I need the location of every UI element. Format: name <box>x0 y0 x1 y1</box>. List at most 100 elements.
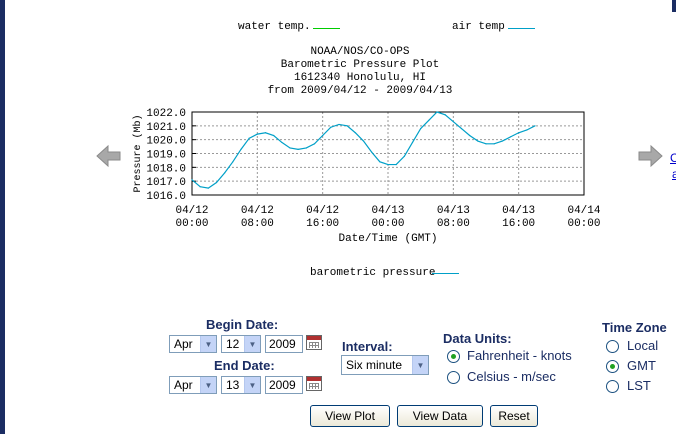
end-day-value: 13 <box>226 378 240 392</box>
side-link-1[interactable]: C <box>670 151 676 165</box>
data-point <box>191 179 193 181</box>
begin-month-select[interactable]: Apr ▼ <box>169 335 217 353</box>
tz-radio-2[interactable] <box>606 380 619 393</box>
data-point <box>436 111 438 113</box>
chevron-down-icon: ▼ <box>244 336 260 352</box>
data-point <box>485 143 487 145</box>
chevron-down-icon: ▼ <box>244 377 260 393</box>
data-point <box>395 163 397 166</box>
x-tick-label: 16:00 <box>306 218 339 230</box>
data-point <box>232 161 234 163</box>
x-tick-label: 04/12 <box>175 205 208 217</box>
data-point <box>379 161 381 163</box>
left-arrow-icon[interactable] <box>96 143 122 169</box>
data-point <box>256 133 258 135</box>
legend-air-label: air temp <box>452 21 505 33</box>
y-tick-label: 1022.0 <box>146 108 186 120</box>
y-tick-label: 1018.0 <box>146 163 186 175</box>
chevron-down-icon: ▼ <box>200 336 216 352</box>
y-tick-label: 1016.0 <box>146 191 186 203</box>
calendar-icon[interactable] <box>306 335 322 350</box>
data-point <box>452 121 454 123</box>
data-point <box>313 143 316 145</box>
data-point <box>224 172 226 174</box>
x-tick-label: 04/14 <box>567 205 600 217</box>
x-tick-label: 00:00 <box>371 218 404 230</box>
chevron-down-icon: ▼ <box>412 356 428 374</box>
x-tick-label: 04/13 <box>437 205 470 217</box>
time-zone-label: Time Zone <box>602 320 667 335</box>
data-point <box>460 128 463 130</box>
begin-month-value: Apr <box>174 337 193 351</box>
side-link-2[interactable]: a <box>672 167 676 181</box>
begin-day-value: 12 <box>226 337 240 351</box>
x-tick-label: 00:00 <box>175 218 208 230</box>
plot-title-line4: from 2009/04/12 - 2009/04/13 <box>267 85 453 97</box>
x-tick-label: 08:00 <box>241 218 274 230</box>
data-point <box>330 126 332 128</box>
calendar-icon[interactable] <box>306 376 322 391</box>
tz-radio-1[interactable] <box>606 360 619 373</box>
units-option-label-1[interactable]: Celsius - m/sec <box>467 369 556 384</box>
data-point <box>281 141 283 144</box>
data-point <box>444 114 446 116</box>
data-point <box>273 134 275 137</box>
plot-title-line3: 1612340 Honolulu, HI <box>293 72 427 84</box>
y-tick-label: 1020.0 <box>146 136 186 148</box>
data-point <box>526 129 528 131</box>
data-point <box>371 151 373 153</box>
x-axis-label: Date/Time (GMT) <box>338 233 437 245</box>
begin-day-select[interactable]: 12 ▼ <box>221 335 261 353</box>
interval-select[interactable]: Six minute ▼ <box>341 355 429 375</box>
begin-year-field[interactable]: 2009 <box>265 335 303 353</box>
data-point <box>403 155 405 157</box>
y-axis-label: Pressure (Mb) <box>132 114 144 192</box>
interval-label: Interval: <box>342 339 393 354</box>
end-month-value: Apr <box>174 378 193 392</box>
data-point <box>477 140 479 142</box>
tz-radio-0[interactable] <box>606 340 619 353</box>
data-point <box>420 128 422 130</box>
data-point <box>248 137 250 139</box>
chevron-down-icon: ▼ <box>200 377 216 393</box>
plot-frame <box>191 111 585 196</box>
x-tick-label: 04/12 <box>306 205 339 217</box>
data-units-label: Data Units: <box>443 331 512 346</box>
data-point <box>240 148 242 150</box>
tz-option-label-0[interactable]: Local <box>627 338 659 353</box>
view-data-button[interactable]: View Data <box>397 405 483 427</box>
units-option-label-0[interactable]: Fahrenheit - knots <box>467 348 572 363</box>
data-point <box>411 141 414 144</box>
data-point <box>518 132 520 134</box>
data-point <box>469 134 471 137</box>
view-plot-button[interactable]: View Plot <box>310 405 390 427</box>
x-tick-label: 16:00 <box>502 218 535 230</box>
x-tick-label: 04/13 <box>371 205 404 217</box>
end-year-field[interactable]: 2009 <box>265 376 303 394</box>
data-point <box>354 132 356 134</box>
tz-option-label-2[interactable]: LST <box>627 378 651 393</box>
reset-button[interactable]: Reset <box>490 405 538 427</box>
units-radio-1[interactable] <box>447 371 460 384</box>
end-day-select[interactable]: 13 ▼ <box>221 376 261 394</box>
data-point <box>493 143 495 145</box>
series-line-barometric-pressure <box>191 111 536 189</box>
data-point <box>362 140 365 142</box>
legend-air-line <box>508 28 535 29</box>
data-point <box>387 163 389 166</box>
plot-title: NOAA/NOS/CO-OPS Barometric Pressure Plot… <box>250 46 470 98</box>
data-point <box>264 132 267 134</box>
units-radio-0[interactable] <box>447 350 460 363</box>
plot-title-line1: NOAA/NOS/CO-OPS <box>310 46 410 58</box>
data-point <box>509 136 512 138</box>
x-tick-label: 08:00 <box>437 218 470 230</box>
data-point <box>346 125 348 127</box>
y-tick-label: 1019.0 <box>146 150 186 162</box>
plot-title-line2: Barometric Pressure Plot <box>280 59 440 71</box>
end-month-select[interactable]: Apr ▼ <box>169 376 217 394</box>
right-arrow-icon[interactable] <box>637 143 663 169</box>
data-point <box>338 123 340 126</box>
x-tick-label: 04/13 <box>502 205 535 217</box>
tz-option-label-1[interactable]: GMT <box>627 358 656 373</box>
